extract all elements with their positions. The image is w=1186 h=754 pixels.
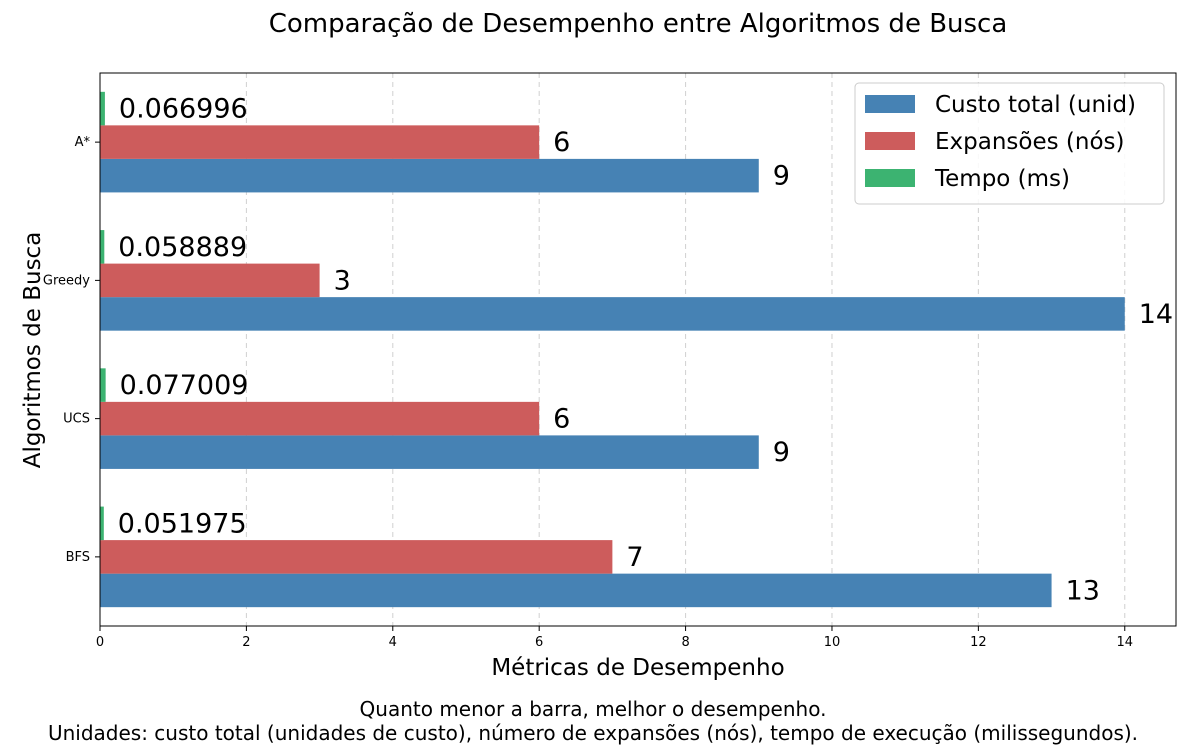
x-tick-label: 12 [970,635,987,650]
legend-swatch [865,169,915,187]
bar-value-label: 6 [553,127,570,158]
bar [100,91,105,126]
x-axis-ticks: 0 2 4 6 8 10 12 14 [96,626,1133,650]
bar-value-label: 7 [626,542,643,573]
x-axis-label: Métricas de Desempenho [491,655,784,681]
legend-entries: Custo total (unid) Expansões (nós) Tempo (… [865,92,1136,192]
x-tick-label: 14 [1116,635,1133,650]
bar [100,573,1052,608]
bar [100,263,320,298]
legend-label: Expansões (nós) [935,129,1125,155]
chart-title: Comparação de Desempenho entre Algoritmo… [269,9,1008,39]
bar [100,540,613,574]
bar-value-label: 3 [334,265,351,296]
x-tick-label: 10 [824,635,841,650]
x-tick-label: 6 [535,635,543,650]
legend-swatch [865,132,915,150]
value-labels: 13 9 14 9 7 6 3 6 0.051975 0.077009 0.058889 0.0669… [118,94,1173,607]
bar [100,506,104,541]
bar-value-label: 0.058889 [118,232,247,263]
legend-swatch [865,95,915,113]
bar [100,401,540,436]
bar [100,368,106,402]
bar-value-label: 9 [773,161,790,192]
x-tick-label: 4 [389,635,397,650]
bar-value-label: 9 [773,437,790,468]
legend-label: Tempo (ms) [934,166,1070,192]
bar [100,158,759,193]
x-tick-label: 2 [242,635,250,650]
x-tick-label: 0 [96,635,104,650]
y-tick-label: A* [75,135,91,150]
y-tick-label: BFS [66,550,90,565]
bar-value-label: 6 [553,404,570,435]
bar [100,297,1125,331]
bar-value-label: 0.077009 [120,370,249,401]
y-tick-label: UCS [63,412,90,427]
footer-note-line-1: Quanto menor a barra, melhor o desempenh… [359,697,827,721]
bars [100,91,1125,608]
bar [100,230,105,264]
legend-box [854,82,1165,205]
plot-frame [99,72,1177,627]
bar [100,125,540,159]
y-axis-label: Algoritmos de Busca [20,232,46,469]
footer-note-line-2: Unidades: custo total (unidades de custo… [47,721,1139,745]
bar-value-label: 13 [1066,575,1100,606]
y-axis-ticks: BFS UCS Greedy A* [43,135,100,565]
legend-label: Custo total (unid) [935,92,1136,118]
bar [100,435,759,469]
bar-value-label: 0.051975 [118,508,247,539]
y-tick-label: Greedy [43,273,90,288]
bar-value-label: 14 [1139,299,1173,330]
x-tick-label: 8 [681,635,689,650]
bar-value-label: 0.066996 [119,94,248,125]
legend: Custo total (unid) Expansões (nós) Tempo (… [854,82,1165,205]
